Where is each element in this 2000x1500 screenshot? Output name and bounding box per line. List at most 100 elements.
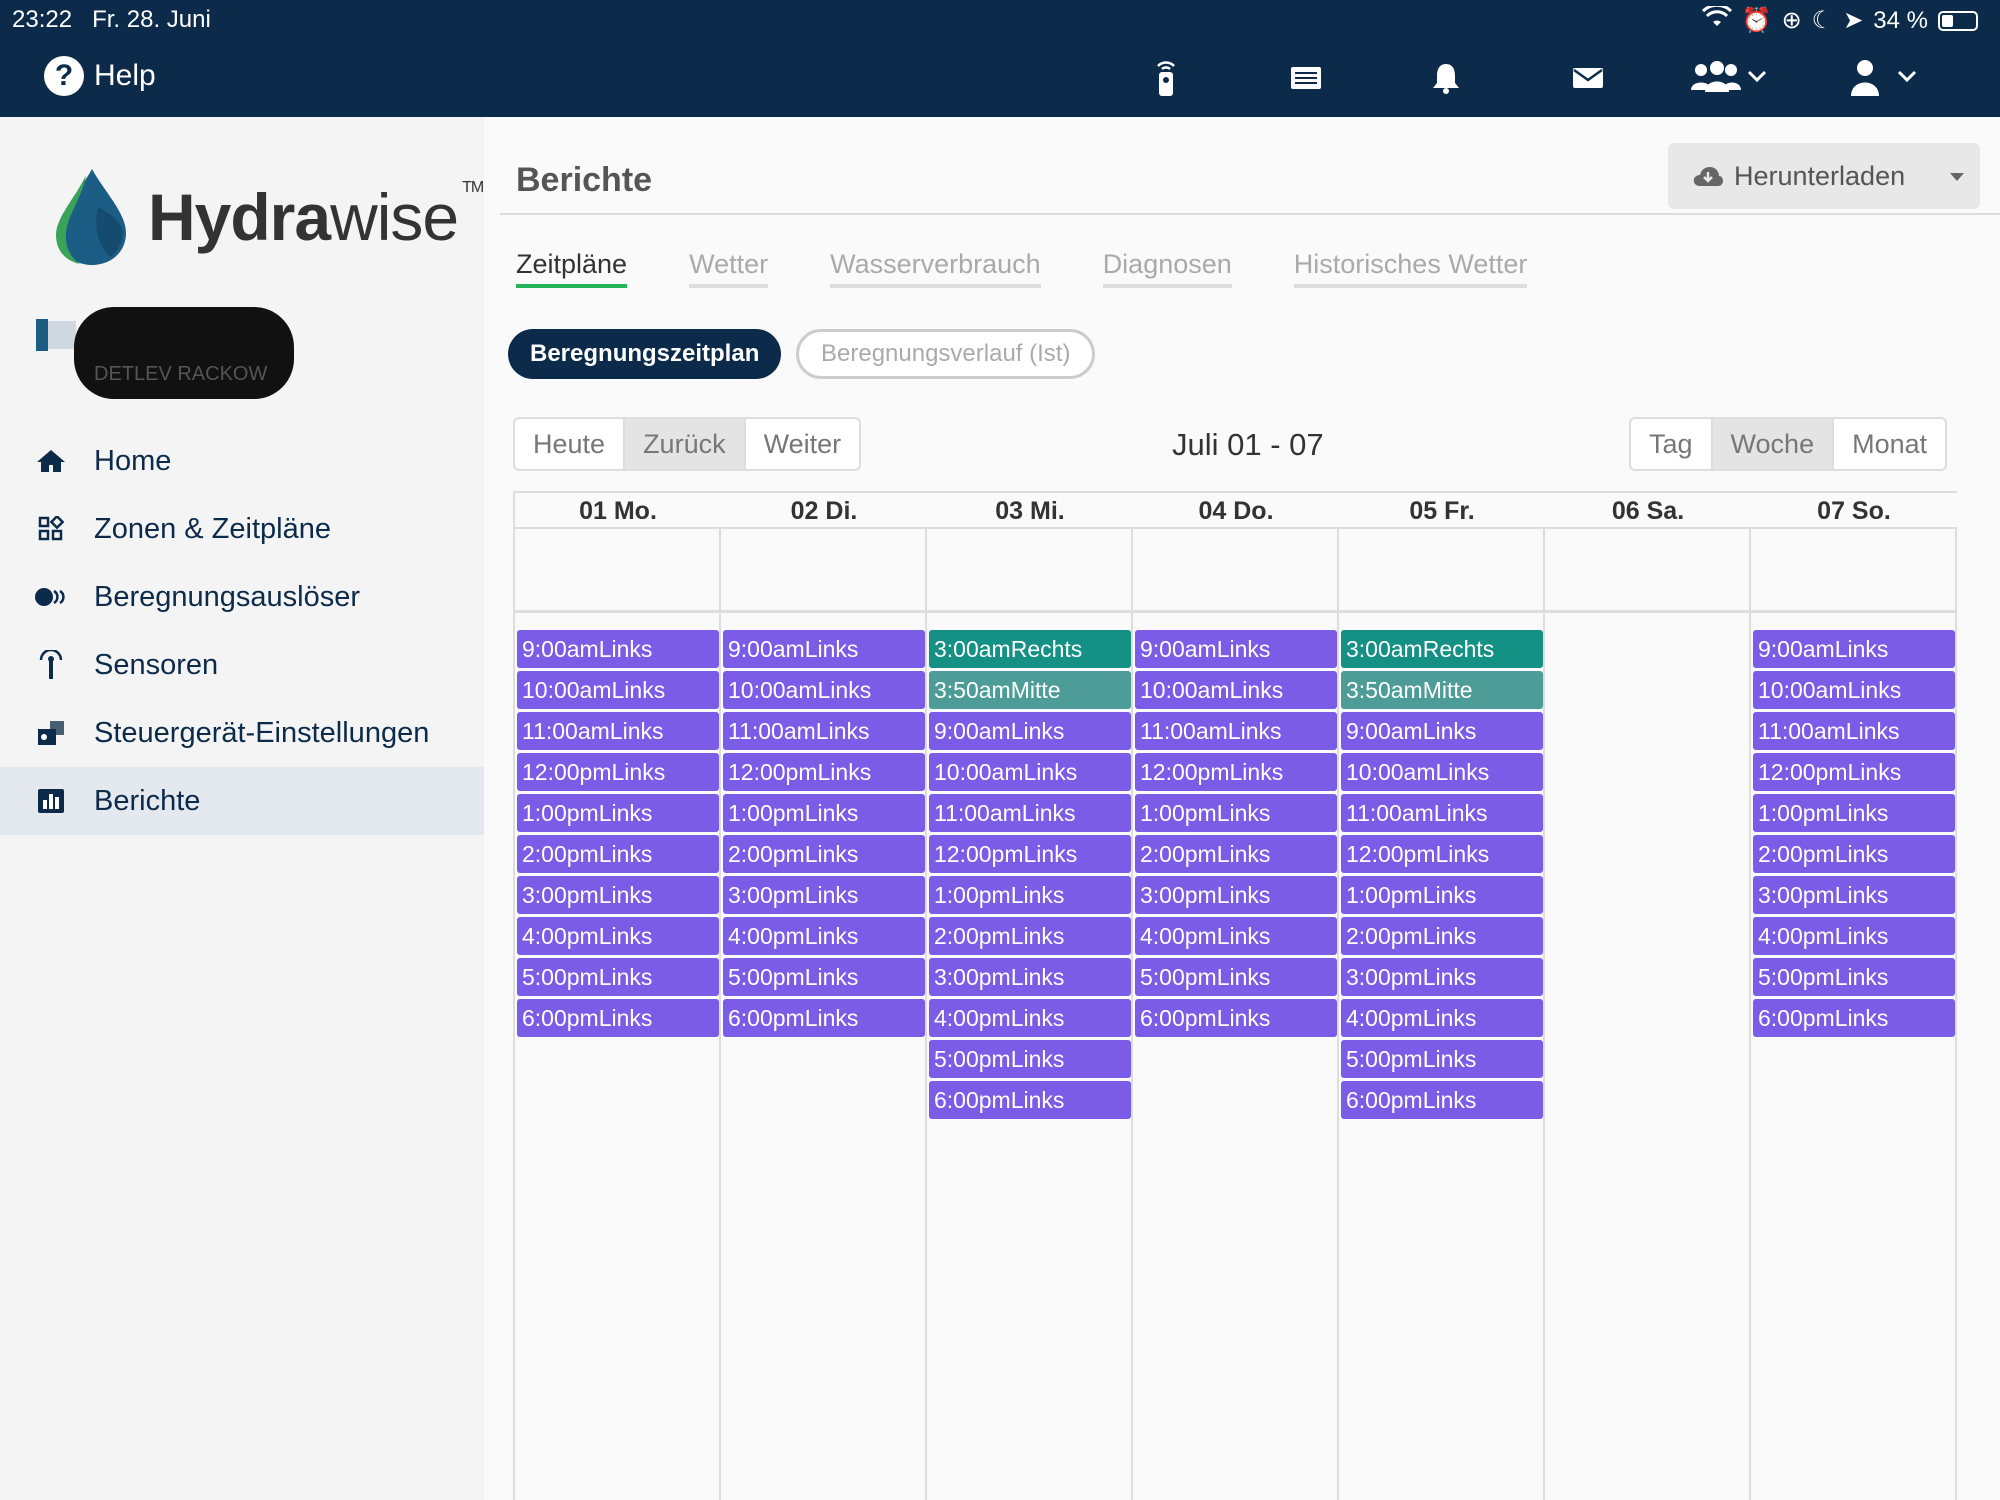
schedule-event[interactable]: 11:00amLinks [1135, 712, 1337, 750]
schedule-event[interactable]: 5:00pmLinks [1135, 958, 1337, 996]
schedule-event[interactable]: 12:00pmLinks [723, 753, 925, 791]
schedule-event[interactable]: 11:00amLinks [723, 712, 925, 750]
site-selector[interactable]: Wunstorf DETLEV RACKOW [36, 307, 294, 399]
all-day-slot[interactable] [1339, 529, 1545, 613]
mail-icon[interactable] [1564, 56, 1612, 100]
schedule-event[interactable]: 5:00pmLinks [517, 958, 719, 996]
schedule-event[interactable]: 9:00amLinks [1341, 712, 1543, 750]
schedule-event[interactable]: 2:00pmLinks [517, 835, 719, 873]
schedule-event[interactable]: 6:00pmLinks [723, 999, 925, 1037]
caret-down-icon[interactable] [1950, 173, 1964, 181]
schedule-event[interactable]: 5:00pmLinks [1341, 1040, 1543, 1078]
schedule-event[interactable]: 10:00amLinks [723, 671, 925, 709]
view-week-button[interactable]: Woche [1712, 419, 1835, 469]
schedule-event[interactable]: 12:00pmLinks [517, 753, 719, 791]
view-day-button[interactable]: Tag [1631, 419, 1713, 469]
schedule-event[interactable]: 9:00amLinks [1753, 630, 1955, 668]
tab-diagnostics[interactable]: Diagnosen [1102, 249, 1232, 288]
schedule-event[interactable]: 2:00pmLinks [1753, 835, 1955, 873]
schedule-event[interactable]: 11:00amLinks [1341, 794, 1543, 832]
schedule-event[interactable]: 1:00pmLinks [1135, 794, 1337, 832]
schedule-event[interactable]: 3:00pmLinks [1753, 876, 1955, 914]
schedule-event[interactable]: 4:00pmLinks [1753, 917, 1955, 955]
schedule-event[interactable]: 3:50amMitte [1341, 671, 1543, 709]
schedule-event[interactable]: 10:00amLinks [1753, 671, 1955, 709]
list-icon[interactable] [1282, 56, 1330, 100]
schedule-event[interactable]: 3:00pmLinks [1341, 958, 1543, 996]
all-day-slot[interactable] [1751, 529, 1957, 613]
schedule-event[interactable]: 6:00pmLinks [517, 999, 719, 1037]
schedule-event[interactable]: 3:50amMitte [929, 671, 1131, 709]
schedule-event[interactable]: 1:00pmLinks [1341, 876, 1543, 914]
schedule-event[interactable]: 3:00pmLinks [1135, 876, 1337, 914]
schedule-event[interactable]: 5:00pmLinks [929, 1040, 1131, 1078]
schedule-event[interactable]: 11:00amLinks [929, 794, 1131, 832]
all-day-slot[interactable] [721, 529, 927, 613]
schedule-event[interactable]: 2:00pmLinks [929, 917, 1131, 955]
schedule-event[interactable]: 6:00pmLinks [1341, 1081, 1543, 1119]
sidebar-item-reports[interactable]: Berichte [0, 767, 484, 835]
schedule-event[interactable]: 12:00pmLinks [1341, 835, 1543, 873]
sidebar-item-controller-settings[interactable]: Steuergerät-Einstellungen [0, 699, 484, 767]
schedule-event[interactable]: 3:00pmLinks [929, 958, 1131, 996]
schedule-event[interactable]: 2:00pmLinks [1135, 835, 1337, 873]
schedule-event[interactable]: 9:00amLinks [723, 630, 925, 668]
schedule-event[interactable]: 11:00amLinks [1753, 712, 1955, 750]
sidebar-item-sensors[interactable]: Sensoren [0, 631, 484, 699]
sidebar-item-triggers[interactable]: Beregnungsauslöser [0, 563, 484, 631]
irrigation-schedule-pill[interactable]: Beregnungszeitplan [508, 329, 782, 379]
schedule-event[interactable]: 4:00pmLinks [929, 999, 1131, 1037]
schedule-event[interactable]: 5:00pmLinks [723, 958, 925, 996]
schedule-event[interactable]: 1:00pmLinks [1753, 794, 1955, 832]
schedule-event[interactable]: 10:00amLinks [929, 753, 1131, 791]
schedule-event[interactable]: 4:00pmLinks [517, 917, 719, 955]
schedule-event[interactable]: 10:00amLinks [1135, 671, 1337, 709]
all-day-slot[interactable] [515, 529, 721, 613]
tab-water-usage[interactable]: Wasserverbrauch [830, 249, 1041, 288]
schedule-event[interactable]: 10:00amLinks [1341, 753, 1543, 791]
schedule-event[interactable]: 1:00pmLinks [517, 794, 719, 832]
schedule-event[interactable]: 11:00amLinks [517, 712, 719, 750]
sidebar-item-zones[interactable]: Zonen & Zeitpläne [0, 495, 484, 563]
schedule-event[interactable]: 5:00pmLinks [1753, 958, 1955, 996]
schedule-event[interactable]: 10:00amLinks [517, 671, 719, 709]
view-month-button[interactable]: Monat [1852, 428, 1928, 459]
bell-icon[interactable] [1422, 56, 1470, 100]
irrigation-history-pill[interactable]: Beregnungsverlauf (Ist) [796, 329, 1096, 379]
previous-button[interactable]: Zurück [625, 419, 746, 469]
schedule-event[interactable]: 3:00pmLinks [517, 876, 719, 914]
schedule-event[interactable]: 1:00pmLinks [723, 794, 925, 832]
schedule-event[interactable]: 9:00amLinks [929, 712, 1131, 750]
download-button[interactable]: Herunterladen [1668, 143, 1980, 209]
schedule-event[interactable]: 3:00amRechts [1341, 630, 1543, 668]
sidebar-item-home[interactable]: Home [0, 427, 484, 495]
tab-schedules[interactable]: Zeitpläne [516, 249, 628, 288]
schedule-event[interactable]: 4:00pmLinks [723, 917, 925, 955]
schedule-event[interactable]: 12:00pmLinks [1135, 753, 1337, 791]
schedule-event[interactable]: 12:00pmLinks [929, 835, 1131, 873]
tab-weather[interactable]: Wetter [689, 249, 769, 288]
schedule-event[interactable]: 4:00pmLinks [1135, 917, 1337, 955]
all-day-slot[interactable] [927, 529, 1133, 613]
today-button[interactable]: Heute [515, 419, 626, 469]
schedule-event[interactable]: 4:00pmLinks [1341, 999, 1543, 1037]
schedule-event[interactable]: 9:00amLinks [1135, 630, 1337, 668]
tab-historical-weather[interactable]: Historisches Wetter [1293, 249, 1528, 288]
schedule-event[interactable]: 2:00pmLinks [1341, 917, 1543, 955]
user-icon[interactable] [1846, 56, 1932, 100]
schedule-event[interactable]: 2:00pmLinks [723, 835, 925, 873]
schedule-event[interactable]: 6:00pmLinks [1753, 999, 1955, 1037]
schedule-event[interactable]: 1:00pmLinks [929, 876, 1131, 914]
next-button[interactable]: Weiter [763, 428, 842, 459]
schedule-event[interactable]: 6:00pmLinks [1135, 999, 1337, 1037]
schedule-event[interactable]: 3:00pmLinks [723, 876, 925, 914]
remote-icon[interactable] [1142, 56, 1190, 100]
schedule-event[interactable]: 6:00pmLinks [929, 1081, 1131, 1119]
schedule-event[interactable]: 3:00amRechts [929, 630, 1131, 668]
all-day-slot[interactable] [1133, 529, 1339, 613]
schedule-event[interactable]: 9:00amLinks [517, 630, 719, 668]
schedule-event[interactable]: 12:00pmLinks [1753, 753, 1955, 791]
help-link[interactable]: ? Help [44, 56, 156, 96]
users-icon[interactable] [1688, 56, 1774, 100]
all-day-slot[interactable] [1545, 529, 1751, 613]
